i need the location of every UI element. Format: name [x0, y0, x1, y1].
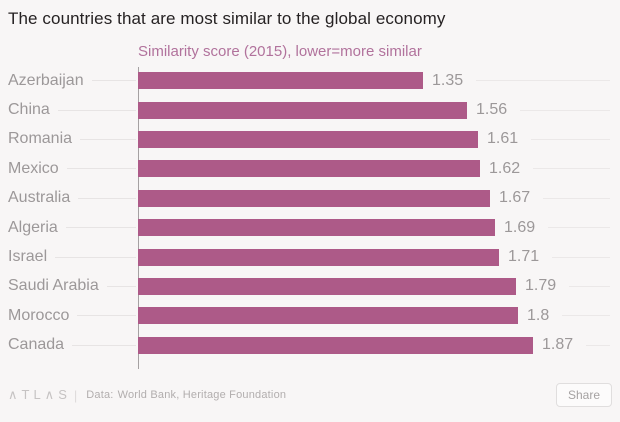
country-label: Romania [8, 130, 73, 148]
value-leader-line [476, 80, 610, 82]
chart-row: Romania 1.61 [8, 125, 612, 154]
value-label: 1.71 [508, 248, 540, 266]
data-source-label: Data: [86, 389, 114, 401]
chart-row: Azerbaijan 1.35 [8, 66, 612, 95]
value-label: 1.79 [525, 277, 557, 295]
value-leader-line [520, 109, 610, 111]
label-leader-line [66, 168, 136, 170]
country-label: Israel [8, 248, 48, 266]
bar [138, 101, 467, 119]
bar [138, 336, 533, 354]
value-leader-line [586, 344, 610, 346]
country-label: Saudi Arabia [8, 277, 99, 295]
value-leader-line [531, 138, 610, 140]
chart-row: Israel 1.71 [8, 242, 612, 271]
label-leader-line [78, 197, 136, 199]
value-label: 1.8 [527, 306, 550, 324]
chart-row: Algeria 1.69 [8, 213, 612, 242]
chart-row: Mexico 1.62 [8, 154, 612, 183]
chart-row: China 1.56 [8, 95, 612, 124]
chart-row: Morocco 1.8 [8, 301, 612, 330]
country-label: Canada [8, 336, 65, 354]
bar [138, 248, 499, 266]
country-label: Algeria [8, 218, 58, 236]
bar [138, 160, 480, 178]
country-label: Azerbaijan [8, 71, 84, 89]
chart-row: Saudi Arabia 1.79 [8, 272, 612, 301]
footer: ∧TL∧S | Data: World Bank, Heritage Founda… [8, 382, 612, 408]
label-leader-line [91, 80, 136, 82]
chart-row: Canada 1.87 [8, 331, 612, 360]
label-leader-line [77, 315, 136, 317]
value-label: 1.35 [432, 71, 464, 89]
bar [138, 277, 516, 295]
value-label: 1.67 [499, 189, 531, 207]
label-leader-line [80, 138, 136, 140]
value-leader-line [533, 168, 610, 170]
label-leader-line [65, 227, 136, 229]
country-label: Mexico [8, 159, 59, 177]
data-source: Data: World Bank, Heritage Foundation [86, 389, 286, 401]
bar [138, 189, 490, 207]
value-label: 1.56 [476, 101, 508, 119]
chart-row: Australia 1.67 [8, 184, 612, 213]
value-label: 1.87 [542, 336, 574, 354]
label-leader-line [72, 344, 136, 346]
label-leader-line [55, 256, 136, 258]
label-leader-line [57, 109, 136, 111]
data-source-text: World Bank, Heritage Foundation [117, 389, 287, 401]
label-leader-line [106, 285, 136, 287]
value-leader-line [562, 315, 610, 317]
value-label: 1.62 [489, 159, 521, 177]
country-label: Australia [8, 189, 71, 207]
chart-title: The countries that are most similar to t… [8, 9, 446, 28]
value-label: 1.61 [487, 130, 519, 148]
bar [138, 307, 518, 325]
country-label: Morocco [8, 306, 70, 324]
bar [138, 72, 423, 90]
country-label: China [8, 101, 50, 119]
y-axis-line [138, 67, 139, 369]
footer-separator: | [73, 387, 78, 403]
value-label: 1.69 [504, 218, 536, 236]
bar [138, 130, 478, 148]
value-leader-line [543, 197, 610, 199]
value-leader-line [569, 285, 610, 287]
bar-chart: Azerbaijan 1.35 China 1.56 Romania 1.61 Mexico… [8, 66, 612, 369]
chart-subtitle: Similarity score (2015), lower=more simi… [138, 43, 422, 60]
bar [138, 219, 495, 237]
value-leader-line [548, 227, 610, 229]
share-button[interactable]: Share [555, 383, 612, 407]
value-leader-line [552, 256, 610, 258]
atlas-logo[interactable]: ∧TL∧S [8, 387, 71, 402]
